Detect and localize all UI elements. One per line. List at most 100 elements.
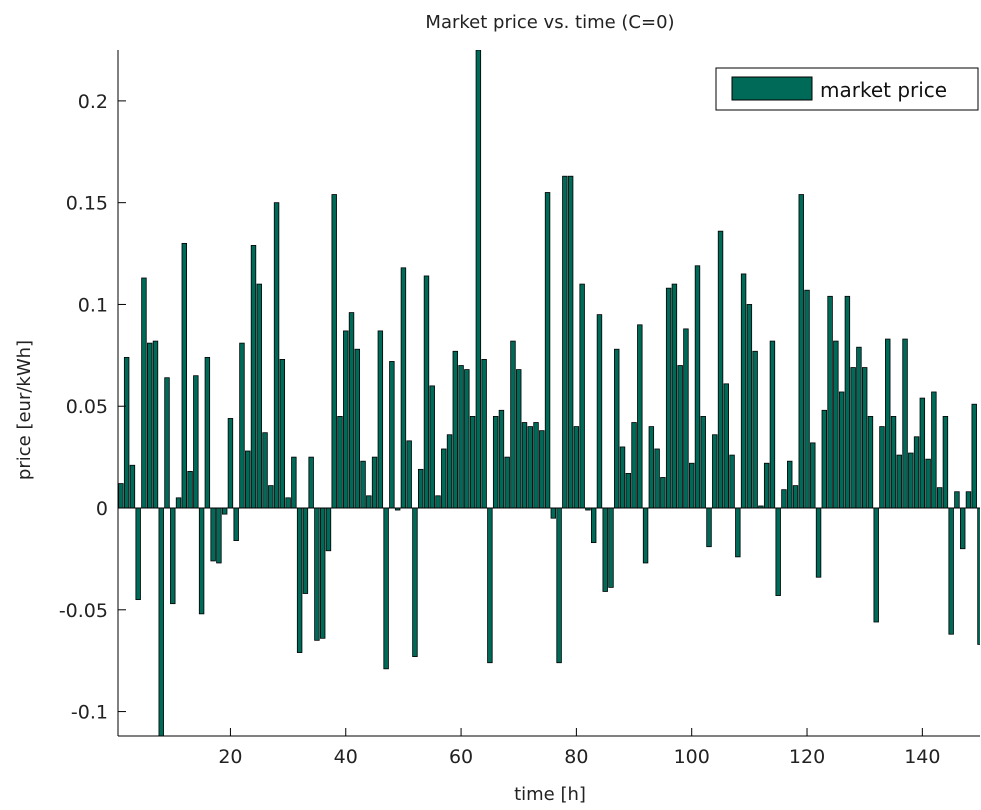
bar-62 <box>469 416 476 509</box>
bar-9 <box>164 377 170 509</box>
bar-120 <box>804 289 810 509</box>
bar-23 <box>245 450 251 509</box>
bar-99 <box>683 328 689 509</box>
bar-42 <box>354 348 360 509</box>
bar-54 <box>423 275 430 509</box>
bar-11 <box>175 497 182 509</box>
x-tick-label: 40 <box>334 746 358 768</box>
bar-3 <box>129 464 136 509</box>
bar-148 <box>965 491 972 509</box>
bar-36 <box>319 507 326 639</box>
x-axis-label: time [h] <box>514 784 586 805</box>
bar-142 <box>931 391 937 509</box>
bar-104 <box>712 434 718 509</box>
bar-149 <box>971 403 977 509</box>
bar-114 <box>769 340 776 509</box>
bar-146 <box>954 491 960 509</box>
bar-132 <box>873 507 879 623</box>
bar-44 <box>366 495 372 509</box>
legend-swatch <box>731 76 813 101</box>
bar-97 <box>671 283 678 509</box>
bar-65 <box>487 507 493 664</box>
bar-81 <box>579 283 585 509</box>
bar-70 <box>516 369 522 509</box>
bar-13 <box>187 470 193 509</box>
bar-96 <box>665 287 672 509</box>
bar-17 <box>210 507 216 562</box>
bar-4 <box>135 507 141 601</box>
y-tick-label: 0.05 <box>66 396 108 418</box>
bar-106 <box>723 383 729 509</box>
y-tick-label: 0 <box>96 498 108 520</box>
bar-79 <box>567 175 574 509</box>
bar-43 <box>360 460 366 509</box>
bar-74 <box>539 430 545 509</box>
bar-19 <box>221 507 228 515</box>
bar-53 <box>417 468 424 509</box>
bar-107 <box>729 454 735 509</box>
axes-layer: 20 40 60 80 100 120 140 -0.1 -0.05 0 0.05 0.1 0.15 0.… <box>59 50 980 768</box>
bar-90 <box>631 422 637 509</box>
bar-21 <box>233 507 239 541</box>
bar-38 <box>331 194 337 509</box>
bar-131 <box>867 416 874 509</box>
bar-94 <box>654 448 660 509</box>
bar-39 <box>337 416 343 509</box>
bar-91 <box>637 324 643 509</box>
bar-61 <box>464 369 470 509</box>
y-tick-label: -0.05 <box>59 600 108 622</box>
bar-138 <box>908 452 914 509</box>
bar-135 <box>890 416 897 509</box>
bar-66 <box>492 416 499 509</box>
bar-108 <box>735 507 741 558</box>
bar-115 <box>775 507 781 596</box>
bar-141 <box>925 458 931 509</box>
bar-101 <box>694 265 701 509</box>
bar-147 <box>960 507 966 550</box>
bar-93 <box>648 426 655 509</box>
bar-144 <box>942 416 949 509</box>
bar-128 <box>850 367 856 509</box>
bar-72 <box>527 426 533 509</box>
bar-88 <box>619 446 626 509</box>
bar-78 <box>562 175 568 509</box>
bar-16 <box>204 356 211 509</box>
bar-126 <box>838 391 845 509</box>
bar-95 <box>660 477 666 509</box>
bar-100 <box>689 462 695 509</box>
bar-10 <box>170 507 176 605</box>
bar-8 <box>158 507 164 736</box>
bar-47 <box>383 507 389 670</box>
bar-103 <box>706 507 712 548</box>
bar-48 <box>389 361 395 509</box>
bar-25 <box>256 283 262 509</box>
bar-140 <box>919 397 926 509</box>
bar-1 <box>118 483 124 509</box>
bar-77 <box>556 507 562 664</box>
bar-139 <box>913 436 920 509</box>
legend-label: market price <box>820 78 947 102</box>
bar-130 <box>861 367 868 509</box>
x-tick-label: 120 <box>789 746 825 768</box>
bar-56 <box>435 495 441 509</box>
y-tick-label: -0.1 <box>71 702 108 724</box>
bar-64 <box>481 359 487 509</box>
bar-122 <box>815 507 822 578</box>
bar-73 <box>533 422 539 509</box>
bar-12 <box>181 242 188 509</box>
bar-121 <box>810 442 816 509</box>
x-tick-label: 140 <box>904 746 940 768</box>
bar-98 <box>677 365 683 509</box>
y-tick-label: 0.2 <box>78 91 108 113</box>
chart-title: Market price vs. time (C=0) <box>425 12 674 33</box>
bar-85 <box>602 507 608 592</box>
bar-89 <box>625 473 631 509</box>
y-tick-label: 0.15 <box>66 193 108 215</box>
bar-117 <box>787 460 793 509</box>
bar-51 <box>406 440 412 509</box>
bar-87 <box>614 348 620 509</box>
y-tick-label: 0.1 <box>78 294 108 316</box>
bar-129 <box>856 346 862 509</box>
bar-80 <box>573 426 580 509</box>
